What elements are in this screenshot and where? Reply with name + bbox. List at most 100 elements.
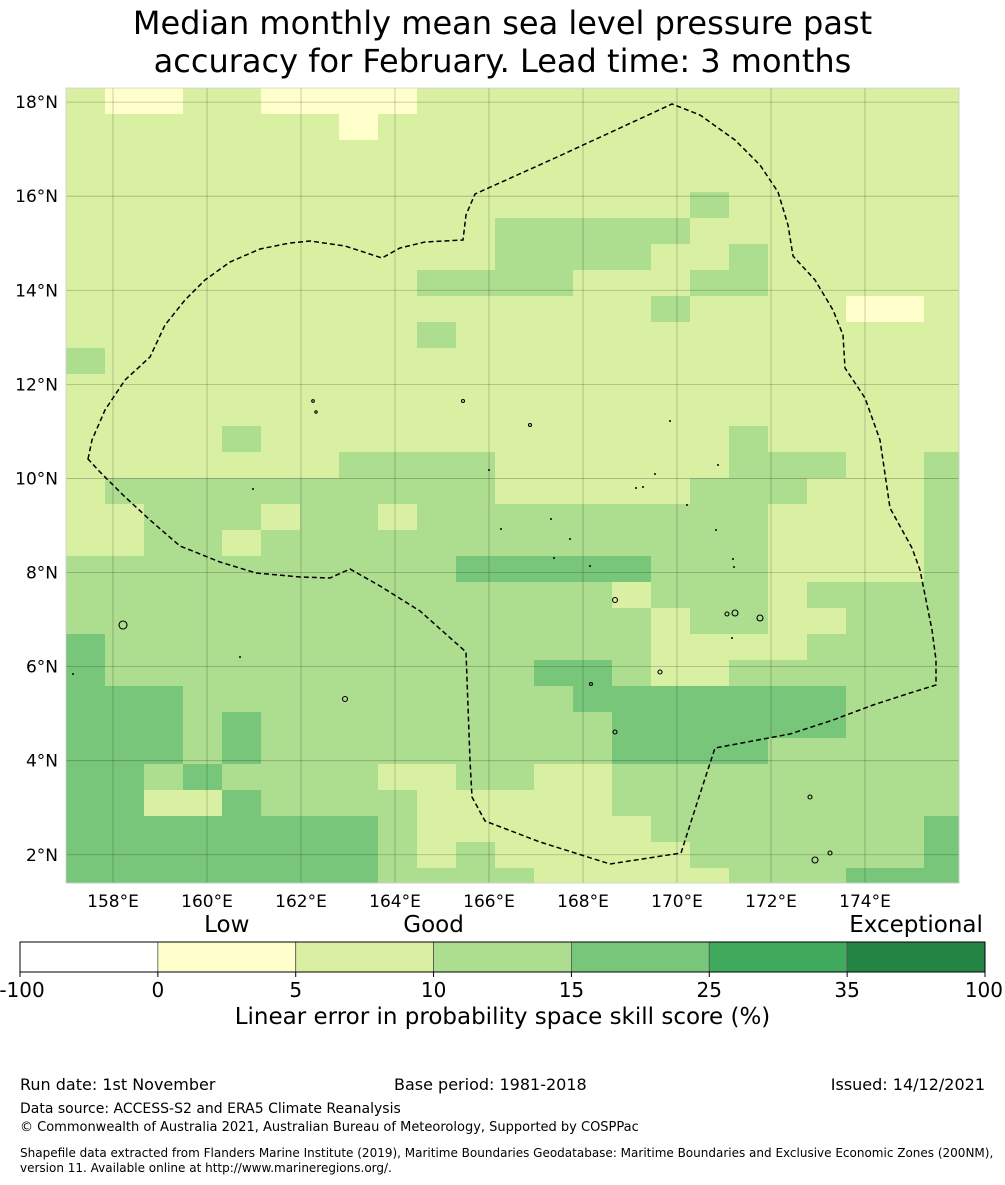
islet	[732, 558, 734, 560]
skill-cell	[534, 478, 574, 505]
skill-cell	[846, 790, 886, 817]
skill-cell	[339, 686, 379, 713]
skill-cell	[261, 452, 301, 479]
skill-cell	[66, 634, 106, 661]
skill-cell	[183, 192, 223, 219]
skill-cell	[339, 842, 379, 869]
skill-cell	[651, 452, 691, 479]
skill-cell	[417, 322, 457, 349]
skill-cell	[378, 660, 418, 687]
skill-cell	[261, 790, 301, 817]
skill-cell	[105, 374, 145, 401]
skill-cell	[144, 348, 184, 375]
skill-cell	[612, 166, 652, 193]
skill-cell	[612, 114, 652, 141]
skill-cell	[651, 218, 691, 245]
skill-cell	[66, 140, 106, 167]
skill-cell	[183, 790, 223, 817]
skill-cell	[456, 582, 496, 609]
skill-cell	[105, 114, 145, 141]
skill-cell	[105, 556, 145, 583]
skill-cell	[768, 530, 808, 557]
skill-cell	[417, 712, 457, 739]
skill-cell	[261, 218, 301, 245]
skill-cell	[690, 244, 730, 271]
colorbar-bin	[846, 941, 986, 973]
lon-tick-label: 166°E	[463, 892, 515, 912]
skill-cell	[534, 452, 574, 479]
skill-cell	[222, 348, 262, 375]
skill-cell	[66, 88, 106, 115]
issued-date: Issued: 14/12/2021	[830, 1075, 985, 1094]
skill-cell	[378, 686, 418, 713]
skill-cell	[456, 608, 496, 635]
skill-cell	[885, 712, 925, 739]
skill-cell	[378, 374, 418, 401]
skill-cell	[807, 608, 847, 635]
skill-cell	[339, 166, 379, 193]
skill-cell	[924, 764, 960, 791]
skill-cell	[690, 686, 730, 713]
skill-cell	[66, 374, 106, 401]
skill-cell	[885, 582, 925, 609]
skill-cell	[612, 608, 652, 635]
island-outlines	[72, 398, 833, 864]
skill-cell	[534, 166, 574, 193]
skill-cell	[846, 400, 886, 427]
colorbar-bin	[708, 941, 848, 973]
skill-cell	[183, 686, 223, 713]
skill-cell	[534, 608, 574, 635]
skill-cell	[690, 842, 730, 869]
skill-cell	[768, 296, 808, 323]
skill-cell	[573, 270, 613, 297]
skill-cell	[261, 712, 301, 739]
skill-cell	[768, 166, 808, 193]
skill-cell	[378, 322, 418, 349]
skill-cell	[222, 608, 262, 635]
island	[118, 620, 128, 630]
skill-cell	[807, 504, 847, 531]
skill-cell	[495, 244, 535, 271]
colorbar-tick-label: 25	[697, 978, 722, 1002]
skill-cell	[924, 270, 960, 297]
skill-cell	[495, 582, 535, 609]
skill-cell	[66, 660, 106, 687]
skill-cell	[261, 582, 301, 609]
skill-cell	[573, 738, 613, 765]
skill-cell	[924, 140, 960, 167]
skill-cell	[105, 270, 145, 297]
skill-cell	[534, 764, 574, 791]
skill-cell	[339, 660, 379, 687]
skill-cell	[885, 374, 925, 401]
skill-cell	[261, 374, 301, 401]
skill-cell	[651, 764, 691, 791]
skill-cell	[729, 504, 769, 531]
skill-cell	[651, 790, 691, 817]
skill-cell	[885, 140, 925, 167]
islet	[715, 529, 717, 531]
skill-cell	[885, 478, 925, 505]
skill-cell	[144, 634, 184, 661]
skill-cell	[729, 660, 769, 687]
skill-cell	[612, 452, 652, 479]
skill-cell	[222, 842, 262, 869]
skill-cell	[261, 842, 301, 869]
skill-cell	[417, 868, 457, 884]
skill-cell	[417, 114, 457, 141]
skill-cell	[690, 868, 730, 884]
skill-cell	[534, 114, 574, 141]
island	[341, 695, 349, 703]
skill-cell	[417, 296, 457, 323]
skill-cell	[768, 140, 808, 167]
skill-cell	[456, 556, 496, 583]
skill-cell	[495, 712, 535, 739]
skill-cell	[885, 426, 925, 453]
skill-cell	[456, 712, 496, 739]
skill-cell	[495, 686, 535, 713]
skill-cell	[729, 556, 769, 583]
skill-cell	[300, 88, 340, 115]
lat-tick-label: 6°N	[26, 658, 58, 678]
skill-cell	[144, 88, 184, 115]
skill-cell	[573, 530, 613, 557]
skill-cell	[417, 556, 457, 583]
